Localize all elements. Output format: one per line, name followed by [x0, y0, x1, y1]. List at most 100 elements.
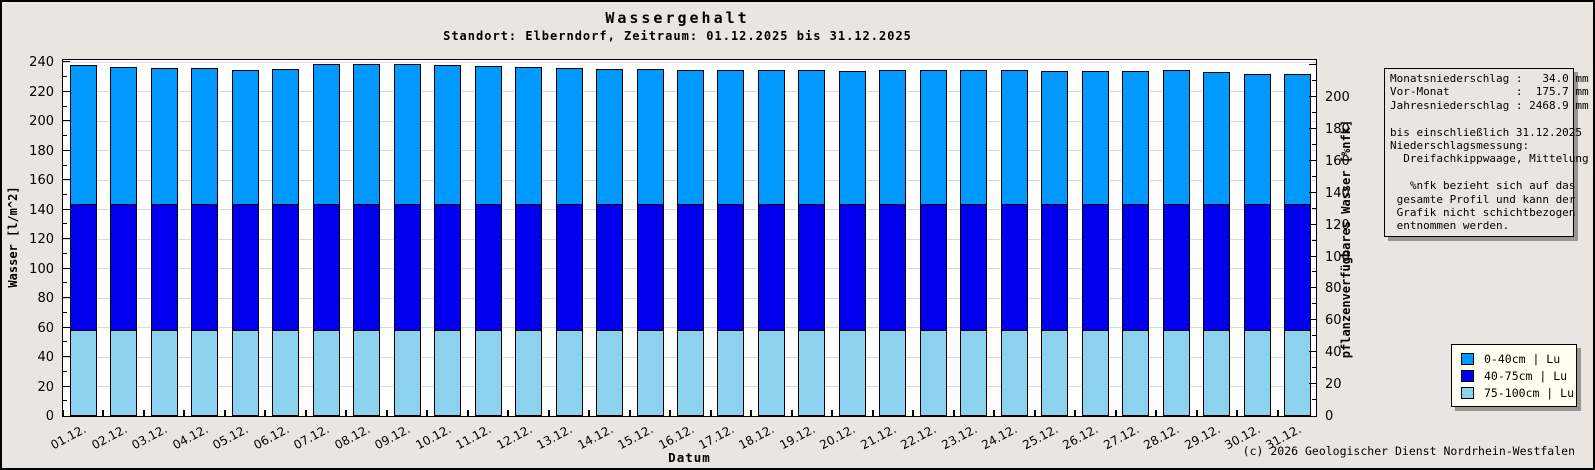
y-tick-left [63, 282, 67, 284]
bar-segment [1122, 329, 1150, 416]
y-axis-label-right: 20 [1325, 377, 1342, 393]
bar-segment [110, 66, 138, 206]
bar-segment [636, 204, 664, 331]
x-tick [871, 410, 874, 416]
y-axis-label-right: 160 [1325, 153, 1350, 169]
bar-segment [555, 68, 583, 206]
bar-segment [1000, 329, 1028, 416]
y-axis-label-right: 140 [1325, 185, 1350, 201]
y-tick-left [63, 311, 67, 313]
bar-segment [838, 329, 866, 416]
y-tick-left [63, 208, 70, 210]
bar-segment [838, 204, 866, 331]
info-box-line: Vor-Monat : 175.7 mm [1390, 85, 1589, 99]
y-tick-left [63, 356, 70, 358]
bar-segment [1162, 70, 1190, 206]
bar-segment [596, 68, 624, 206]
y-tick-left [63, 120, 70, 122]
bar-segment [1081, 329, 1109, 416]
bar-segment [110, 329, 138, 416]
x-tick [102, 410, 105, 416]
bar-segment [798, 70, 826, 206]
y-axis-label-left: 160 [29, 173, 54, 189]
info-box-line: Grafik nicht schichtbezogen [1390, 206, 1576, 220]
bar-segment [1041, 329, 1069, 416]
info-box-line: Dreifachkippwaage, Mittelung [1390, 152, 1589, 166]
x-tick [912, 410, 915, 416]
y-axis-label-right: 120 [1325, 217, 1350, 233]
x-tick [385, 410, 388, 416]
bar-segment [798, 204, 826, 331]
legend-item: 75-100cm | Lu [1461, 384, 1574, 401]
bar-segment [798, 329, 826, 416]
bar-segment [838, 71, 866, 206]
bar-segment [1122, 71, 1150, 206]
bar-segment [312, 329, 340, 416]
x-tick [1074, 410, 1077, 416]
x-tick [831, 410, 834, 416]
gridline [63, 61, 1316, 63]
bar-segment [150, 204, 178, 331]
bar-segment [717, 329, 745, 416]
y-axis-label-left: 0 [45, 409, 54, 424]
plot-area [62, 59, 1317, 417]
bar-segment [515, 66, 543, 206]
bar-segment [1041, 71, 1069, 206]
bar-segment [150, 68, 178, 206]
x-tick [750, 410, 753, 416]
bar-segment [69, 65, 97, 206]
info-box-line: gesamte Profil und kann der [1390, 192, 1576, 206]
bar-segment [757, 70, 785, 206]
y-axis-label-right: 80 [1325, 281, 1342, 297]
bar-segment [1243, 329, 1271, 416]
x-tick [426, 410, 429, 416]
bar-segment [1203, 204, 1231, 331]
x-axis-title: Datum [668, 450, 711, 465]
bar-segment [636, 68, 664, 206]
y-tick-left [63, 135, 67, 137]
y-tick-right [1312, 271, 1316, 273]
y-axis-label-right: 180 [1325, 121, 1350, 137]
bar-segment [1284, 73, 1312, 206]
bar-segment [1243, 73, 1271, 206]
bar-segment [1203, 72, 1231, 206]
y-tick-left [63, 90, 70, 92]
y-tick-right [1309, 351, 1316, 353]
bar-segment [231, 329, 259, 416]
legend: 0-40cm | Lu 40-75cm | Lu 75-100cm | Lu [1451, 344, 1577, 407]
bar-segment [677, 69, 704, 206]
bar-segment [353, 329, 381, 416]
y-axis-label-left: 100 [29, 261, 54, 277]
bar-segment [353, 204, 381, 331]
chart-title: Wassergehalt [605, 9, 750, 27]
y-tick-right [1309, 255, 1316, 257]
bar-segment [191, 204, 219, 331]
bar-segment [272, 68, 300, 206]
bar-segment [1243, 204, 1271, 331]
x-tick [993, 410, 996, 416]
y-tick-right [1312, 303, 1316, 305]
y-tick-right [1312, 112, 1316, 114]
y-tick-left [63, 370, 67, 372]
bar-segment [1162, 329, 1190, 416]
right-axis-title: pflanzenverfügbares Wasser [%nfk] [1339, 119, 1353, 359]
legend-item: 40-75cm | Lu [1461, 367, 1568, 384]
bar-segment [191, 329, 219, 416]
x-tick [952, 410, 955, 416]
y-tick-left [63, 400, 67, 402]
bar-segment [474, 65, 502, 206]
y-axis-label-left: 120 [29, 232, 54, 248]
bar-segment [312, 204, 340, 331]
y-tick-left [63, 76, 67, 78]
bar-segment [150, 329, 178, 416]
legend-swatch-0-40cm [1461, 352, 1474, 365]
bar-segment [879, 204, 907, 331]
bar-segment [1284, 204, 1312, 331]
bar-segment [555, 329, 583, 416]
bar-segment [393, 329, 421, 416]
info-box-line [1390, 112, 1568, 125]
info-box-line: %nfk bezieht sich auf das [1390, 179, 1576, 193]
bar-segment [515, 329, 543, 416]
y-tick-right [1312, 399, 1316, 401]
y-tick-right [1309, 383, 1316, 385]
